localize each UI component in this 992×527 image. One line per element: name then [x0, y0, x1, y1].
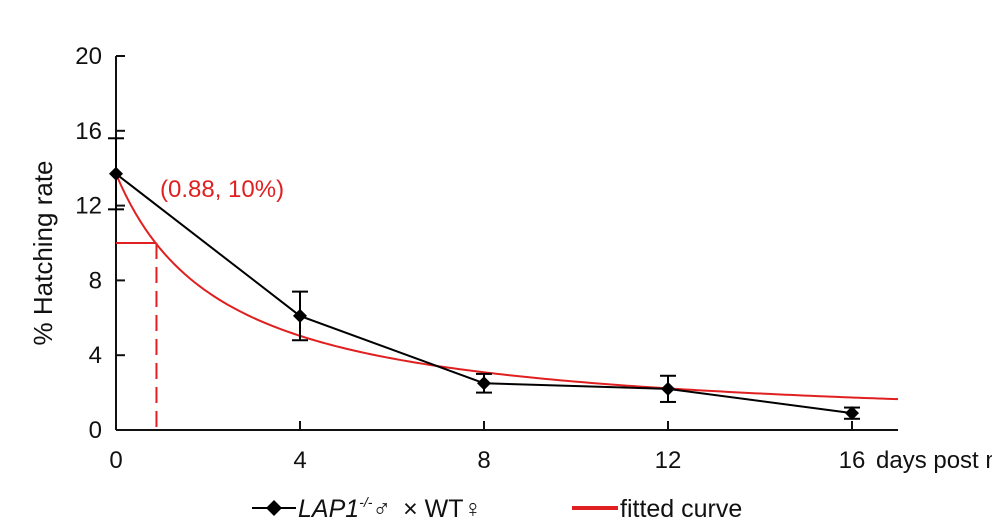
y-axis-ticks: 0 4 8 12 16 20: [75, 43, 125, 444]
legend: LAP1-/-♂ × WT♀ fitted curve: [252, 494, 742, 523]
x-tick-label: 4: [293, 447, 306, 474]
annotation-label: (0.88, 10%): [160, 176, 284, 203]
legend-series-label: LAP1-/-♂ × WT♀: [298, 494, 482, 523]
legend-fitted-label: fitted curve: [620, 495, 742, 523]
y-tick-label: 20: [75, 43, 102, 70]
x-axis-title: days post matin: [876, 447, 992, 474]
data-point-marker: [845, 406, 859, 421]
y-tick-label: 0: [89, 417, 102, 444]
x-tick-label: 12: [655, 447, 682, 474]
legend-diamond-marker: [266, 500, 282, 516]
x-tick-label: 0: [109, 447, 122, 474]
x-tick-label: 8: [477, 447, 490, 474]
data-point-marker: [293, 308, 307, 323]
legend-male-symbol: ♂: [372, 495, 391, 523]
x-axis-ticks: 0 4 8 12 16: [109, 421, 865, 474]
legend-gene-name: LAP1: [298, 495, 359, 523]
x-tick-label: 16: [839, 447, 866, 474]
y-tick-label: 8: [89, 267, 102, 294]
data-series: [108, 137, 860, 421]
y-tick-label: 16: [75, 118, 102, 145]
fitted-curve-line: [115, 173, 899, 401]
y-tick-label: 4: [89, 342, 102, 369]
legend-cross-label: × WT♀: [403, 495, 482, 523]
y-tick-label: 12: [75, 193, 102, 220]
y-axis-title: % Hatching rate: [28, 161, 58, 346]
data-point-marker: [109, 166, 123, 181]
legend-genotype-superscript: -/-: [359, 494, 373, 510]
annotation-guides: [116, 242, 158, 430]
data-point-marker: [661, 381, 675, 396]
data-point-marker: [477, 376, 491, 391]
